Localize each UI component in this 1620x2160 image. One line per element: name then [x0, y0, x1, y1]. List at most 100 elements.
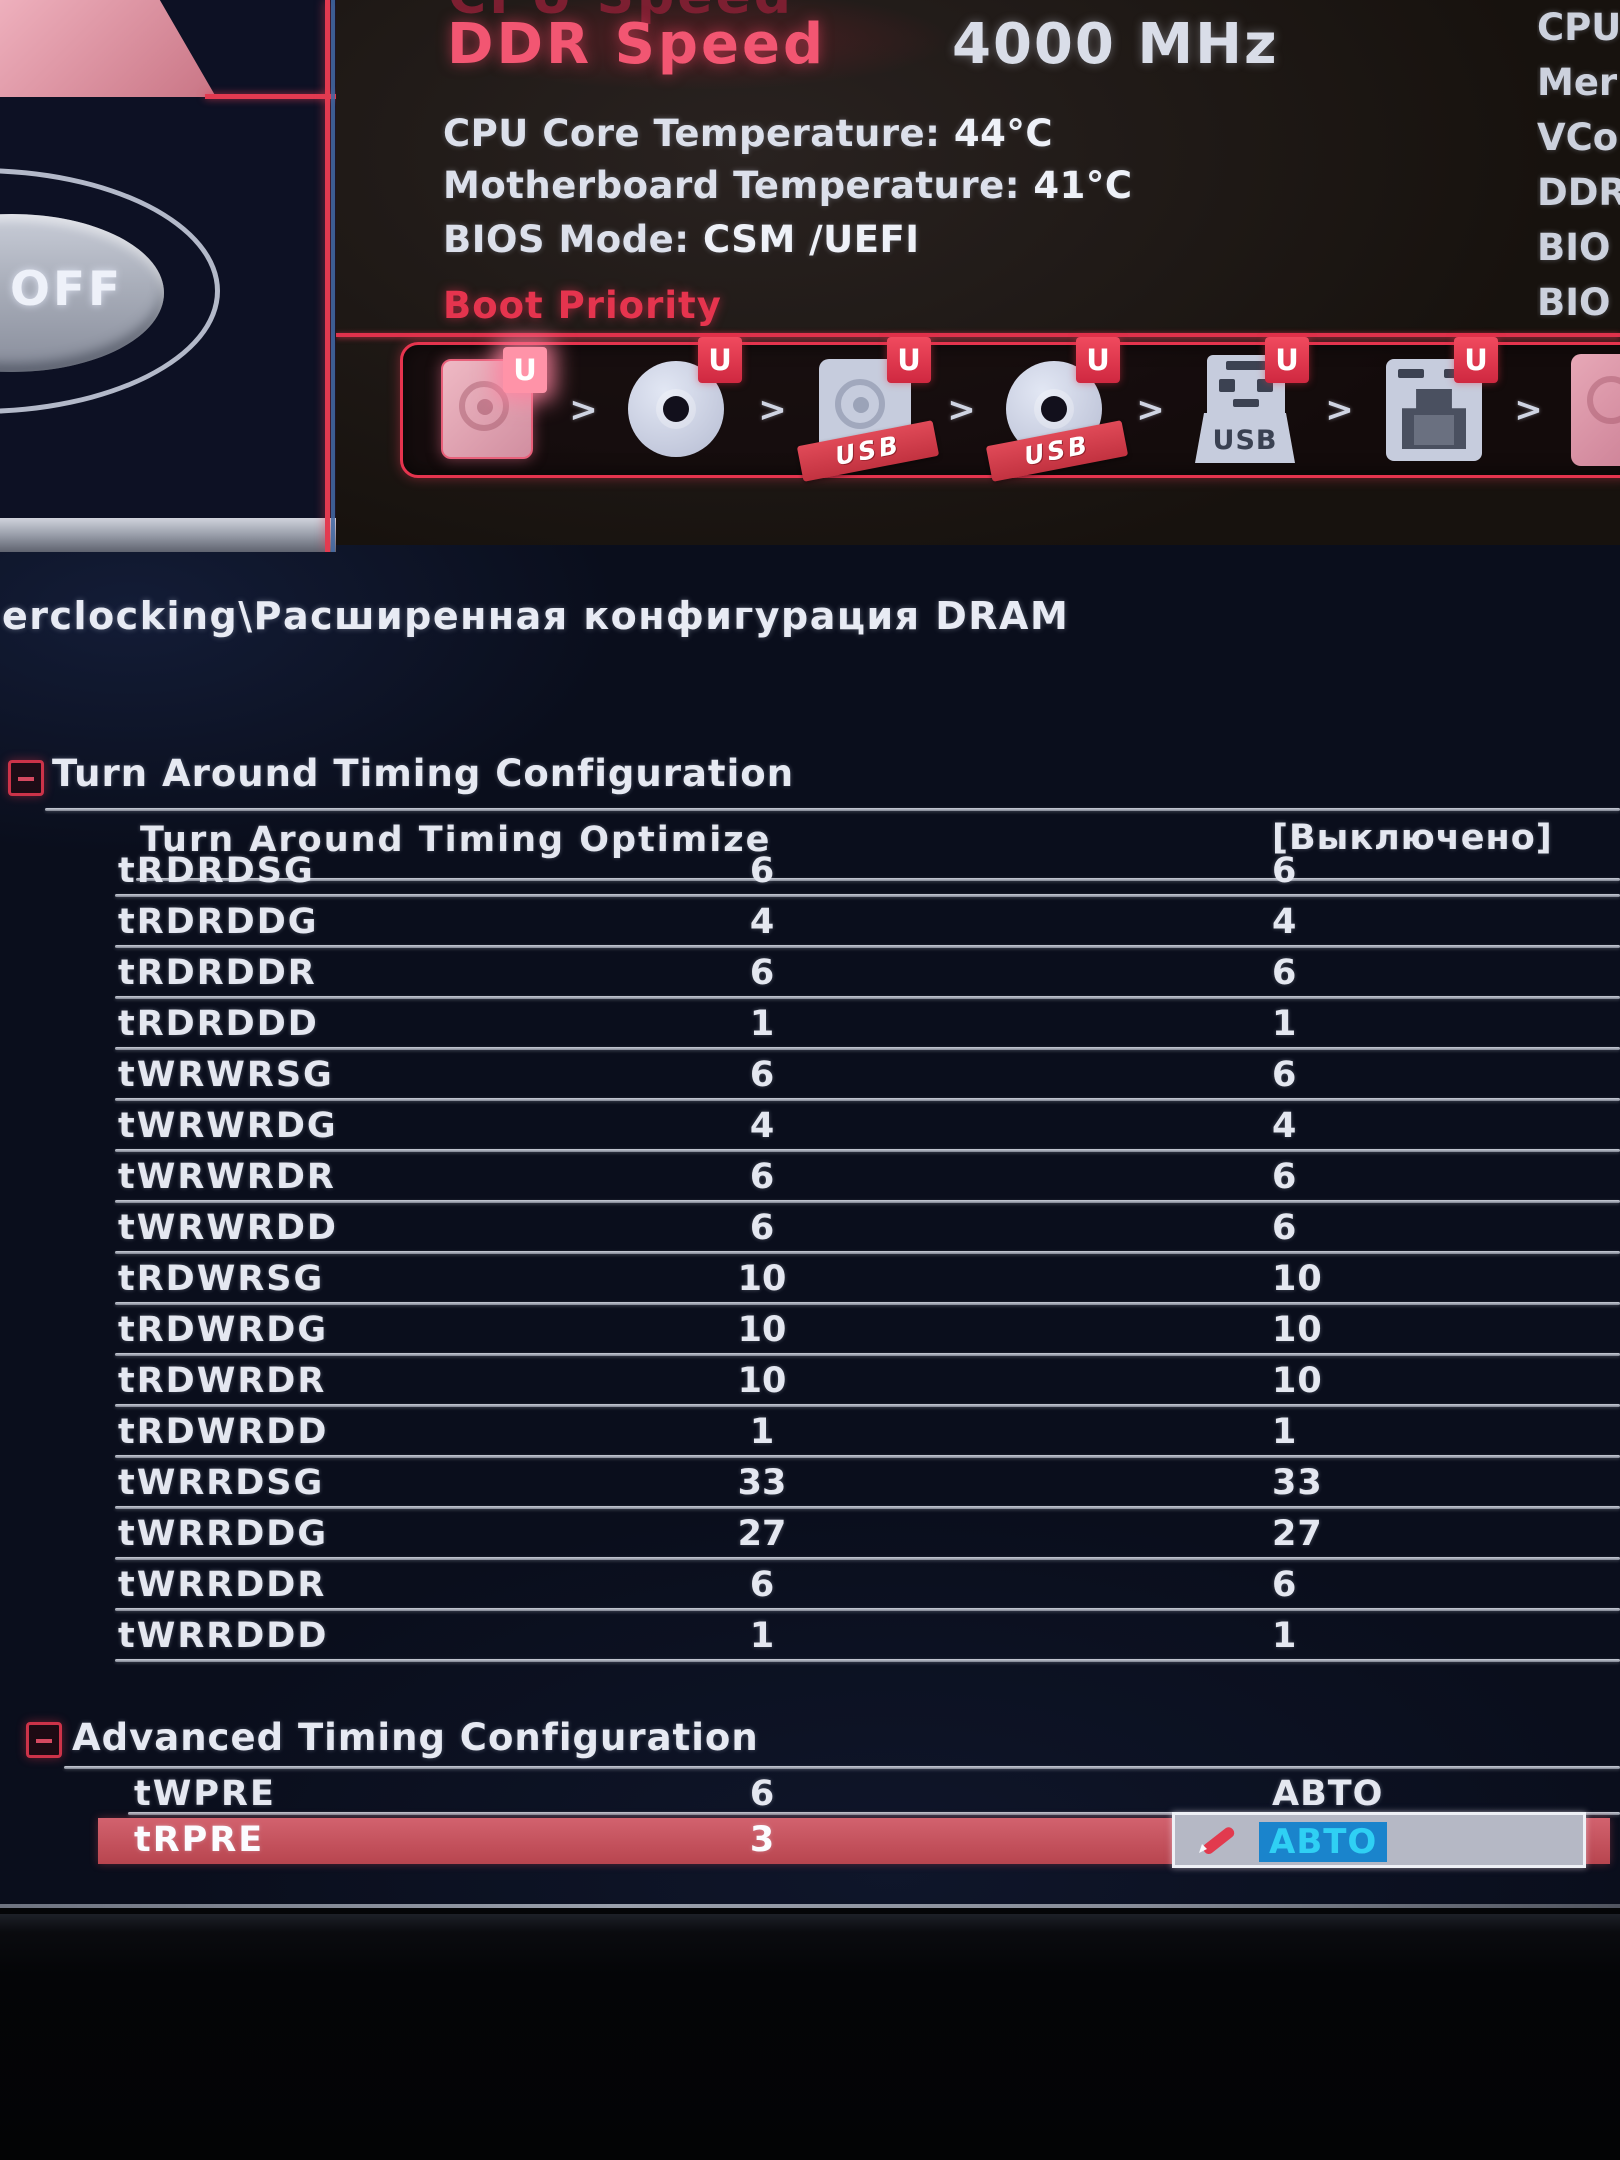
timing-name: tWRRDDR: [118, 1565, 327, 1605]
boot-priority-divider: [336, 333, 1620, 337]
timing-name: tWRWRSG: [118, 1055, 334, 1095]
table-row[interactable]: tWRWRDR 6 6: [0, 1152, 1620, 1203]
uefi-badge-icon: U: [887, 337, 931, 383]
timing-current-value: 10: [737, 1259, 787, 1299]
hard-disk-icon: [1587, 376, 1620, 424]
trpre-auto-value[interactable]: АВТО: [1259, 1822, 1388, 1862]
timing-name: tRDRDDG: [118, 902, 319, 942]
right-status-fragment: BIO: [1537, 281, 1611, 324]
motherboard-temp-line: Motherboard Temperature: 41°C: [443, 164, 1133, 207]
row-rule: [136, 878, 1620, 881]
boot-device-usb-flash-drive[interactable]: USB U: [1193, 337, 1309, 469]
right-status-fragment: BIO: [1537, 226, 1611, 269]
cpu-temp-line: CPU Core Temperature: 44°C: [443, 112, 1053, 155]
table-row[interactable]: tRDRDDR 6 6: [0, 948, 1620, 999]
off-button-label: OFF: [10, 262, 124, 317]
right-status-fragment: CPU: [1537, 6, 1620, 49]
chevron-right-icon: >: [1325, 390, 1354, 430]
timing-name: tRDRDDD: [118, 1004, 319, 1044]
row-rule: [115, 1557, 1620, 1560]
chevron-right-icon: >: [1136, 390, 1165, 430]
boot-device-usb-hard-disk[interactable]: USB U: [796, 337, 940, 482]
collapse-icon[interactable]: [8, 760, 44, 796]
boot-device-usb-optical-disc[interactable]: USB U: [985, 337, 1129, 482]
timing-current-value: 4: [749, 902, 775, 942]
uefi-badge-icon: U: [1265, 337, 1309, 383]
right-status-fragment: Mer: [1537, 61, 1618, 104]
row-rule: [115, 996, 1620, 999]
usb-flash-label: USB: [1195, 413, 1295, 463]
timing-current-value: 1: [749, 1412, 775, 1452]
table-row[interactable]: tRDWRSG 10 10: [0, 1254, 1620, 1305]
trpre-value-editor[interactable]: АВТО: [1172, 1812, 1586, 1868]
optical-disc-icon: [628, 361, 724, 457]
timing-name: tRDWRDR: [118, 1361, 327, 1401]
timing-target-value: 6: [1272, 1565, 1298, 1605]
left-side-panel: OFF: [0, 0, 336, 552]
row-rule: [115, 1200, 1620, 1203]
table-row[interactable]: tRDRDDD 1 1: [0, 999, 1620, 1050]
timing-current-value: 6: [749, 1565, 775, 1605]
timing-current-value: 10: [737, 1310, 787, 1350]
timing-target-value: 10: [1272, 1361, 1323, 1401]
boot-device-optical-disc[interactable]: U: [626, 337, 742, 469]
timing-current-value: 10: [737, 1361, 787, 1401]
timing-target-value: 27: [1272, 1514, 1323, 1554]
timing-name: tWPRE: [134, 1774, 276, 1814]
section-rule: [64, 1766, 1620, 1769]
turn-around-rows: tRDRDSG 6 6 tRDRDDG 4 4 tRDRDDR 6 6 tRDR…: [0, 846, 1620, 1662]
row-rule: [115, 1251, 1620, 1254]
timing-name: tRDWRDG: [118, 1310, 329, 1350]
chevron-right-icon: >: [758, 390, 787, 430]
collapse-icon[interactable]: [26, 1722, 62, 1758]
table-row[interactable]: tWRRDDG 27 27: [0, 1509, 1620, 1560]
boot-device-network-lan[interactable]: U: [1382, 337, 1498, 469]
bios-screen: CPU Speed DDR Speed 4000 MHz CPU Core Te…: [0, 0, 1620, 1908]
timing-target-value: АВТО: [1272, 1774, 1384, 1814]
uefi-badge-icon: U: [698, 337, 742, 383]
row-rule: [115, 894, 1620, 897]
ddr-speed-value: 4000 MHz: [952, 12, 1279, 77]
timing-current-value: 6: [749, 1055, 775, 1095]
timing-name: tWRRDSG: [118, 1463, 325, 1503]
table-row[interactable]: tWRWRDD 6 6: [0, 1203, 1620, 1254]
table-row[interactable]: tWRWRSG 6 6: [0, 1050, 1620, 1101]
timing-name: tRDWRSG: [118, 1259, 325, 1299]
section-title-turn-around[interactable]: Turn Around Timing Configuration: [52, 752, 795, 795]
chevron-right-icon: >: [1514, 390, 1543, 430]
timing-current-value: 6: [749, 851, 775, 891]
timing-target-value: 4: [1272, 1106, 1298, 1146]
corner-tab: [0, 0, 216, 97]
chevron-right-icon: >: [569, 390, 598, 430]
table-row[interactable]: tWRRDDR 6 6: [0, 1560, 1620, 1611]
timing-name: tWRRDDD: [118, 1616, 329, 1656]
cpu-speed-cut-label: CPU Speed: [448, 0, 794, 26]
panel-right-border-accent: [331, 0, 335, 552]
screen-bottom-edge: [0, 1904, 1620, 1908]
boot-device-hard-disk[interactable]: U: [437, 347, 547, 469]
uefi-badge-icon: U: [503, 347, 547, 393]
table-row[interactable]: tWRRDSG 33 33: [0, 1458, 1620, 1509]
timing-target-value: 6: [1272, 851, 1298, 891]
panel-right-border: [325, 0, 330, 552]
boot-device-partial[interactable]: [1571, 354, 1620, 466]
table-row[interactable]: tRDWRDG 10 10: [0, 1305, 1620, 1356]
bios-mode-line: BIOS Mode: CSM /UEFI: [443, 218, 920, 261]
table-row[interactable]: tWRWRDG 4 4: [0, 1101, 1620, 1152]
table-row[interactable]: tRDRDSG 6 6: [0, 846, 1620, 897]
timing-target-value: 6: [1272, 1208, 1298, 1248]
row-rule: [115, 1302, 1620, 1305]
table-row[interactable]: tRDWRDR 10 10: [0, 1356, 1620, 1407]
edit-pencil-icon: [1199, 1827, 1235, 1855]
row-rule: [115, 1047, 1620, 1050]
table-row[interactable]: tWRRDDD 1 1: [0, 1611, 1620, 1662]
table-row[interactable]: tRDWRDD 1 1: [0, 1407, 1620, 1458]
timing-target-value: 6: [1272, 1055, 1298, 1095]
row-rule: [115, 1404, 1620, 1407]
row-rule: [115, 1659, 1620, 1662]
section-title-advanced[interactable]: Advanced Timing Configuration: [72, 1716, 759, 1759]
row-rule: [115, 945, 1620, 948]
table-row[interactable]: tRDRDDG 4 4: [0, 897, 1620, 948]
timing-target-value: 4: [1272, 902, 1298, 942]
